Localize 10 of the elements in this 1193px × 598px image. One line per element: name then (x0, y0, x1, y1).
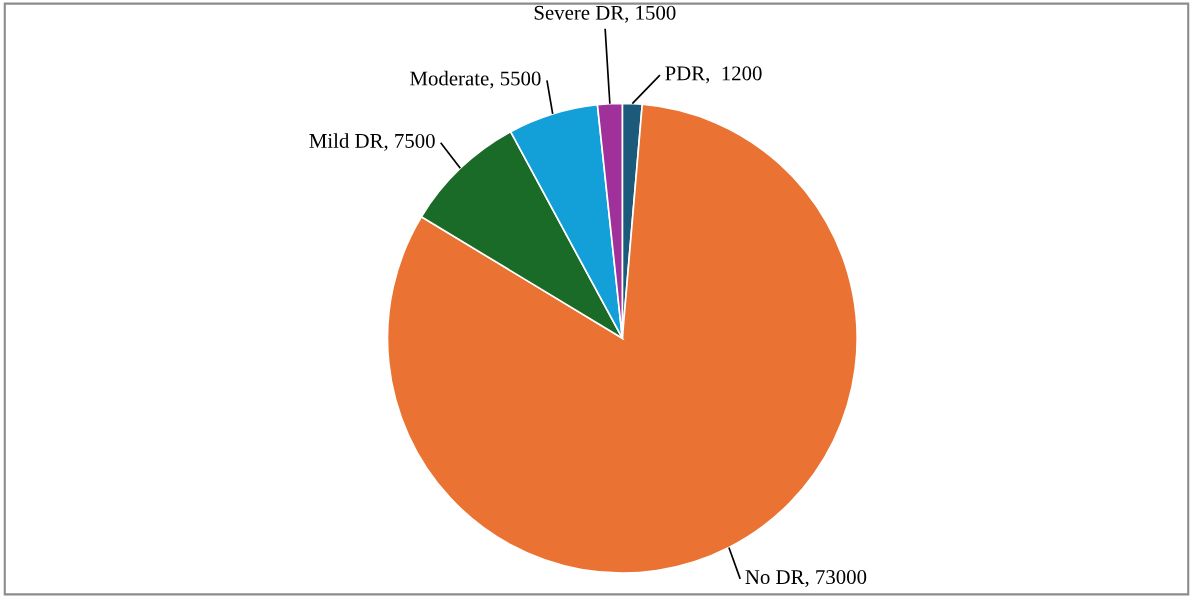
slice-label: Severe DR (534, 5, 625, 20)
data-label: , 1500 (624, 5, 676, 23)
slice-label: PDR (665, 66, 706, 81)
data-label: , 5500 (490, 71, 541, 89)
slice-label: Mild DR (309, 133, 384, 148)
data-label: , 73000 (805, 570, 867, 588)
slice-label: Moderate (410, 70, 489, 86)
data-label: , 7500 (384, 133, 435, 151)
slice-label: No DR (745, 570, 805, 585)
data-label: , 1200 (705, 66, 762, 84)
